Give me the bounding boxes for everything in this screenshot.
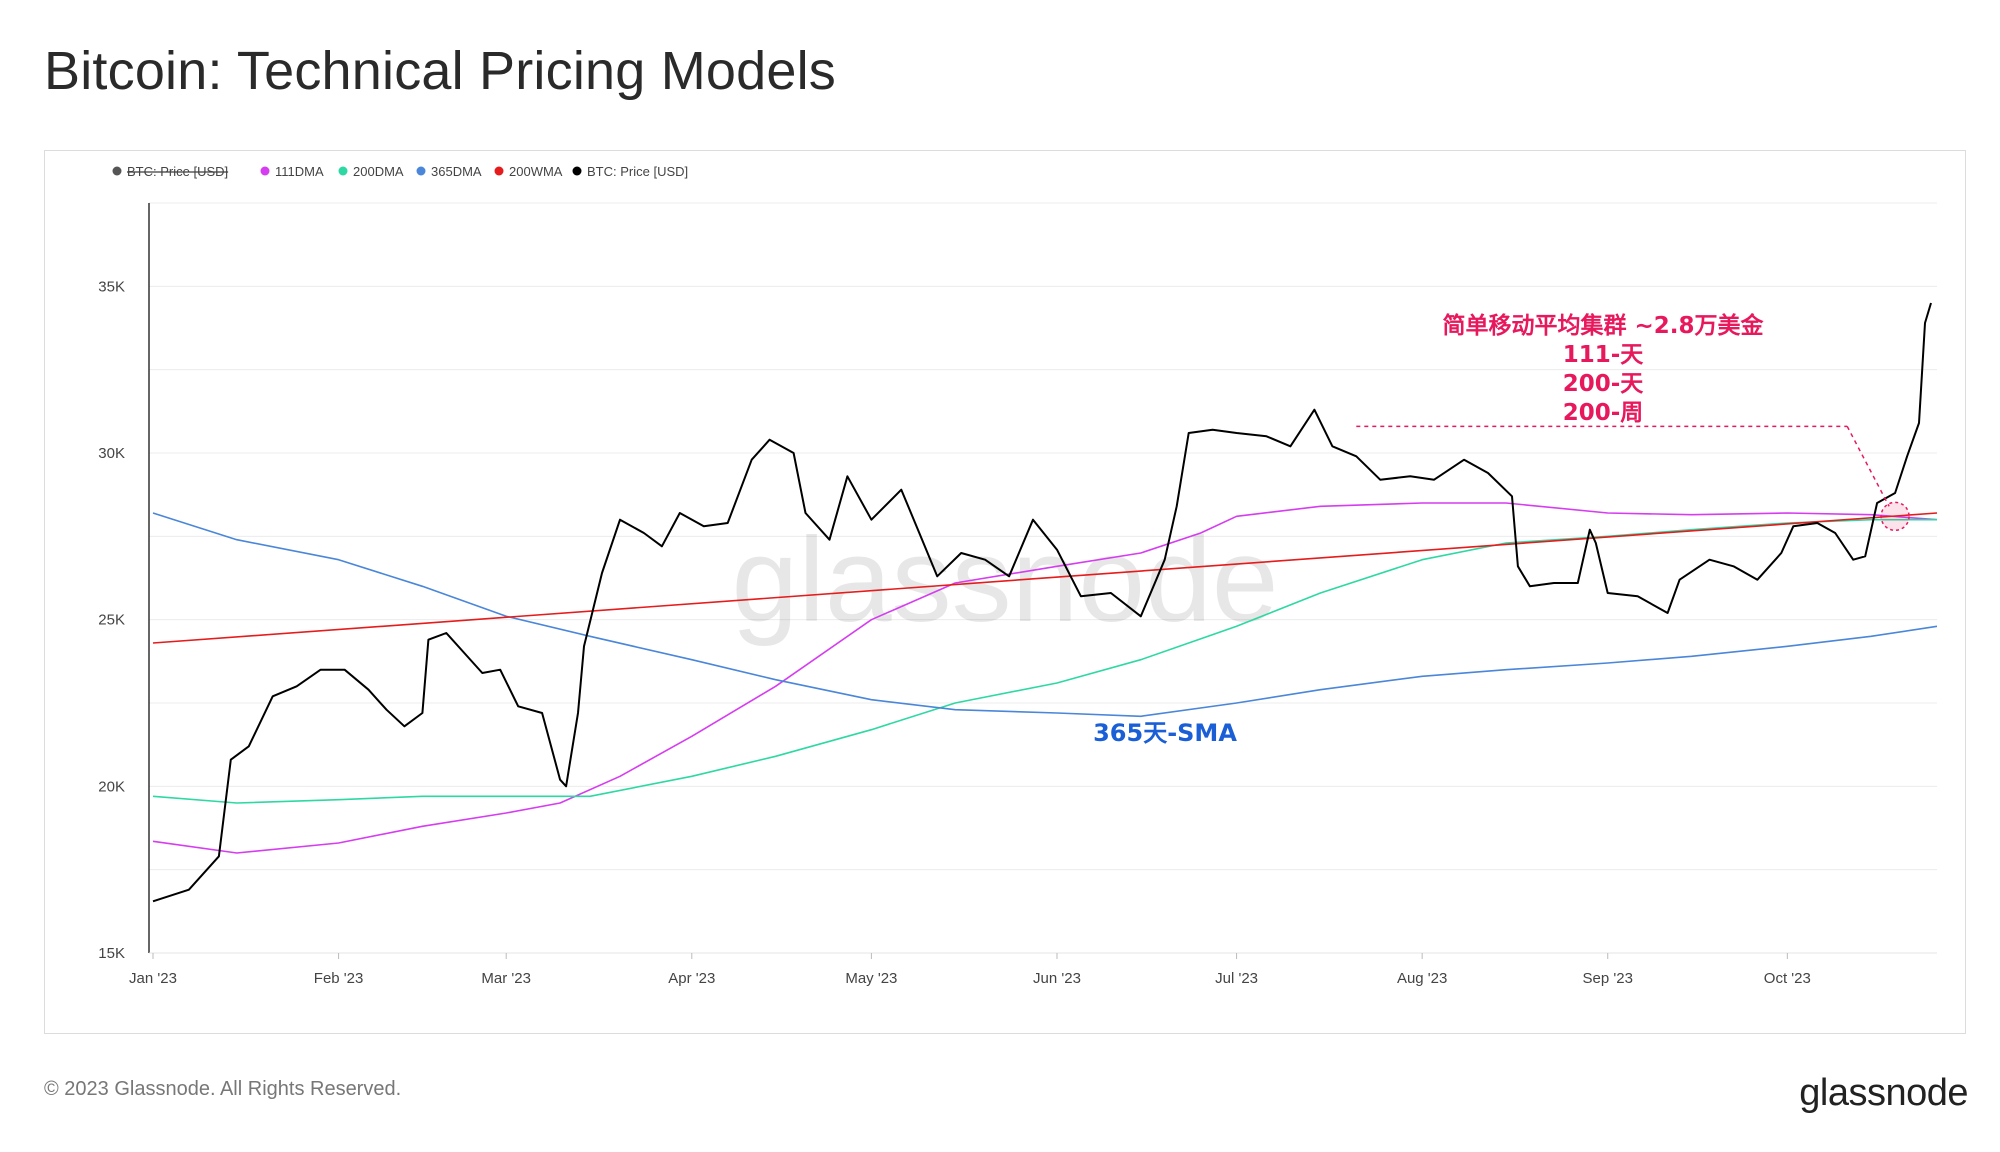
cluster-annotation-line: 200-周 <box>1563 400 1644 426</box>
legend-item[interactable]: 111DMA <box>275 164 324 179</box>
x-tick-label: Oct '23 <box>1764 970 1811 987</box>
series-line-btc-price-usd-[interactable] <box>152 302 1932 903</box>
cluster-pointer-line <box>1846 425 1890 507</box>
x-tick-label: Jun '23 <box>1033 970 1081 987</box>
x-tick-label: Mar '23 <box>481 970 531 987</box>
x-tick-label: May '23 <box>845 970 897 987</box>
x-tick-label: Jan '23 <box>129 970 177 987</box>
copyright-notice: © 2023 Glassnode. All Rights Reserved. <box>44 1078 402 1100</box>
y-tick-label: 35K <box>98 278 125 295</box>
legend-item[interactable]: BTC: Price [USD] <box>127 164 228 179</box>
series-line-200wma[interactable] <box>152 512 1938 644</box>
series-line-365dma[interactable] <box>152 512 1938 718</box>
sma365-annotation: 365天-SMA <box>1093 719 1237 747</box>
y-tick-label: 15K <box>98 945 125 962</box>
x-tick-label: Aug '23 <box>1397 970 1447 987</box>
x-tick-label: Jul '23 <box>1215 970 1258 987</box>
series-line-111dma[interactable] <box>152 502 1938 854</box>
legend-marker[interactable] <box>338 166 348 176</box>
cluster-annotation-line: 111-天 <box>1563 342 1645 368</box>
y-tick-label: 25K <box>98 612 125 629</box>
y-tick-label: 30K <box>98 445 125 462</box>
chart-title: Bitcoin: Technical Pricing Models <box>44 41 836 101</box>
legend-item[interactable]: 365DMA <box>431 164 482 179</box>
series-line-200dma[interactable] <box>152 518 1937 804</box>
x-tick-label: Apr '23 <box>668 970 715 987</box>
legend-marker[interactable] <box>260 166 270 176</box>
y-tick-label: 20K <box>98 778 125 795</box>
legend-marker[interactable] <box>494 166 504 176</box>
watermark-text: glassnode <box>731 513 1278 647</box>
chart-panel: glassnode 15K 20K 25K 30K 35K Jan '23 Feb '23 Ma… <box>44 150 1966 1034</box>
cluster-annotation-line: 200-天 <box>1563 371 1645 397</box>
legend-marker[interactable] <box>416 166 426 176</box>
x-tick-label: Sep '23 <box>1583 970 1633 987</box>
legend-item[interactable]: 200WMA <box>509 164 563 179</box>
legend-marker[interactable] <box>572 166 582 176</box>
legend-item[interactable]: BTC: Price [USD] <box>587 164 688 179</box>
cluster-annotation-line: 简单移动平均集群 ~2.8万美金 <box>1442 312 1764 339</box>
legend-item[interactable]: 200DMA <box>353 164 404 179</box>
price-chart[interactable]: glassnode 15K 20K 25K 30K 35K Jan '23 Feb '23 Ma… <box>45 151 1965 1033</box>
glassnode-logo[interactable]: glassnode <box>1799 1072 1968 1114</box>
legend-marker[interactable] <box>112 166 122 176</box>
x-tick-label: Feb '23 <box>314 970 364 987</box>
cluster-highlight-circle <box>1880 501 1910 532</box>
